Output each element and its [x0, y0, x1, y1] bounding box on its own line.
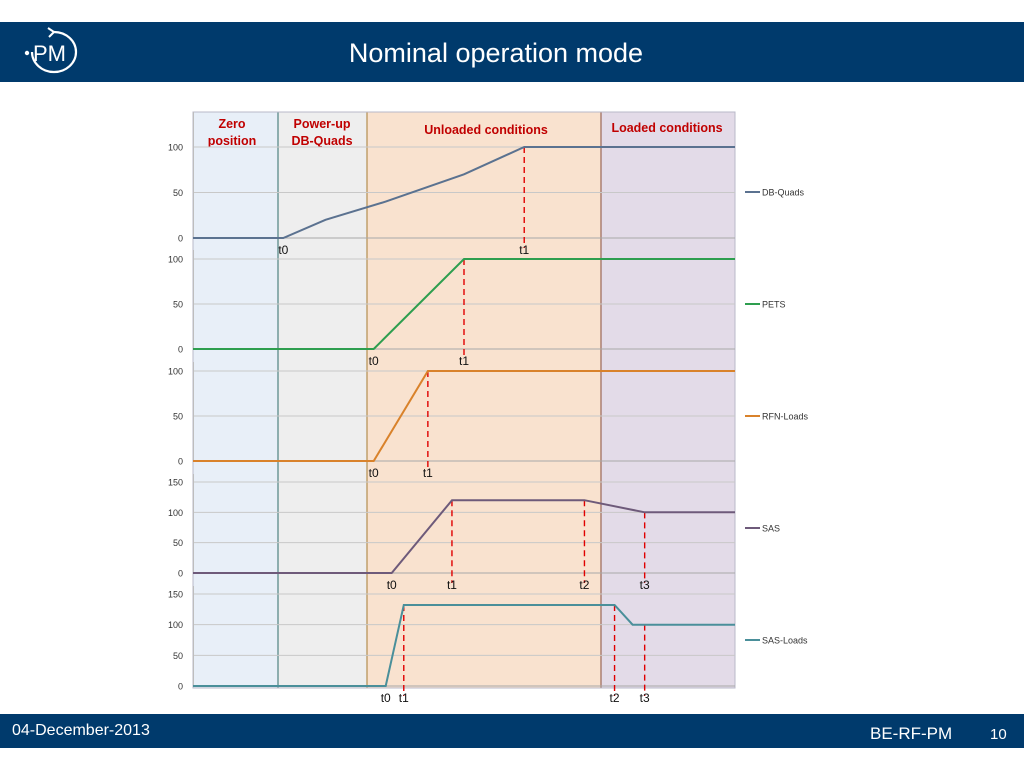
phase-label-line: Zero: [218, 117, 245, 131]
y-tick-label: 0: [178, 569, 183, 579]
marker-label-t3: t3: [640, 691, 650, 705]
marker-label-t0: t0: [381, 691, 391, 705]
y-tick-label: 0: [178, 345, 183, 355]
series-line-rfn-loads: [193, 370, 735, 462]
slide-title: Nominal operation mode: [348, 38, 644, 68]
phase-label-zero: Zero position: [208, 117, 257, 148]
y-tick-label: 0: [178, 457, 183, 467]
phase-region-zero: [193, 112, 278, 688]
series-line-pets: [193, 258, 735, 350]
marker-label-t0: t0: [369, 466, 379, 480]
y-tick-label: 0: [178, 234, 183, 244]
logo-text: PM: [33, 41, 66, 66]
legend-label: DB-Quads: [762, 188, 805, 198]
phase-label-line: Unloaded conditions: [424, 123, 548, 137]
phase-label-loaded: Loaded conditions: [611, 121, 722, 135]
series-line-db-quads: [193, 146, 735, 239]
footer-date: 04-December-2013: [12, 722, 150, 739]
pm-logo: PM: [24, 27, 78, 74]
y-tick-label: 150: [168, 590, 183, 600]
legend-label: SAS: [762, 524, 780, 534]
y-tick-label: 100: [168, 367, 183, 377]
phase-region-loaded: [601, 112, 735, 688]
y-tick-label: 100: [168, 255, 183, 265]
marker-label-t1: t1: [399, 691, 409, 705]
y-tick-label: 50: [173, 300, 183, 310]
marker-label-t2: t2: [579, 578, 589, 592]
y-tick-label: 50: [173, 412, 183, 422]
y-tick-label: 150: [168, 478, 183, 488]
marker-label-t0: t0: [278, 243, 288, 257]
y-tick-label: 0: [178, 682, 183, 692]
legend-label: SAS-Loads: [762, 636, 808, 646]
y-tick-label: 100: [168, 620, 183, 630]
y-tick-label: 100: [168, 143, 183, 153]
legend-label: PETS: [762, 300, 786, 310]
marker-label-t0: t0: [387, 578, 397, 592]
phase-label-powerup: Power-up DB-Quads: [291, 117, 352, 148]
marker-label-t2: t2: [610, 691, 620, 705]
marker-label-t0: t0: [369, 354, 379, 368]
footer-group: BE-RF-PM: [870, 724, 953, 743]
legend-label: RFN-Loads: [762, 412, 809, 422]
phase-region-powerup: [278, 112, 367, 688]
phase-label-unloaded: Unloaded conditions: [424, 123, 548, 137]
phase-label-line: Power-up: [294, 117, 351, 131]
footer-bar: 04-December-2013 BE-RF-PM 10: [0, 714, 1024, 748]
y-tick-label: 50: [173, 538, 183, 548]
phase-label-line: DB-Quads: [291, 134, 352, 148]
marker-label-t1: t1: [447, 578, 457, 592]
marker-label-t1: t1: [423, 466, 433, 480]
page-number: 10: [990, 726, 1007, 743]
phase-region-unloaded: [367, 112, 601, 688]
y-tick-label: 100: [168, 508, 183, 518]
marker-label-t1: t1: [459, 354, 469, 368]
phase-label-line: Loaded conditions: [611, 121, 722, 135]
header-bar: PM Nominal operation mode: [0, 22, 1024, 82]
marker-label-t1: t1: [519, 243, 529, 257]
marker-label-t3: t3: [640, 578, 650, 592]
y-tick-label: 50: [173, 188, 183, 198]
series-line-sas-loads: [193, 604, 735, 687]
y-tick-label: 50: [173, 651, 183, 661]
phase-label-line: position: [208, 134, 257, 148]
series-line-sas: [193, 499, 735, 574]
